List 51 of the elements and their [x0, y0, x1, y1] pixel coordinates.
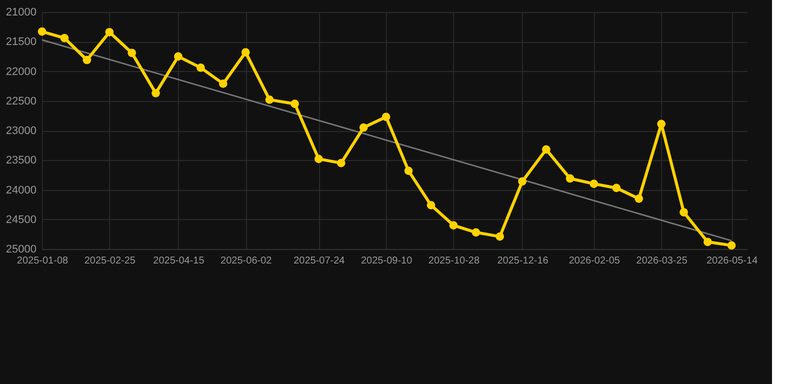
point [449, 221, 458, 230]
point [196, 64, 205, 72]
x-tick-label: 2025-02-25 [84, 256, 136, 266]
x-tick-label: 2025-12-16 [497, 256, 549, 266]
point [174, 52, 182, 61]
y-tick-label: 21500 [6, 36, 36, 48]
point [590, 180, 598, 188]
y-tick-label: 22000 [6, 66, 36, 78]
point [518, 177, 526, 186]
point [634, 194, 644, 203]
point [265, 96, 274, 104]
point [359, 123, 368, 132]
x-tick-label: 2025-07-24 [294, 256, 346, 266]
y-tick-label: 25000 [6, 244, 36, 256]
point [314, 154, 323, 164]
point [680, 208, 688, 216]
x-tick-label: 2026-02-05 [568, 256, 620, 266]
y-tick-label: 24500 [6, 214, 36, 226]
point [82, 56, 92, 64]
point [612, 184, 621, 192]
point [60, 34, 69, 42]
point [542, 145, 550, 154]
point [657, 120, 666, 128]
point [496, 232, 504, 241]
point [566, 174, 574, 183]
y-tick-label: 21000 [6, 6, 36, 18]
point [404, 166, 413, 175]
point [703, 238, 712, 246]
point [105, 28, 114, 36]
y-tick-label: 23500 [6, 154, 36, 167]
point [128, 48, 136, 58]
x-tick-label: 2025-10-28 [428, 256, 480, 266]
x-tick-label: 2025-09-10 [360, 256, 413, 266]
point [382, 112, 390, 122]
point [426, 200, 436, 210]
point [152, 89, 160, 98]
point [290, 100, 299, 108]
x-tick-label: 2026-03-25 [636, 256, 688, 266]
point [472, 228, 480, 237]
point [241, 48, 250, 56]
y-tick-label: 23000 [6, 125, 36, 137]
point [218, 80, 228, 88]
x-tick-label: 2025-01-08 [16, 256, 69, 266]
point [38, 27, 46, 36]
y-tick-label: 22500 [6, 95, 36, 108]
x-tick-label: 2025-04-15 [153, 256, 205, 266]
y-tick-label: 24000 [6, 184, 36, 196]
point [727, 241, 736, 250]
point [336, 158, 346, 168]
x-tick-label: 2025-06-02 [220, 256, 272, 266]
x-tick-label: 2026-05-14 [706, 256, 758, 266]
